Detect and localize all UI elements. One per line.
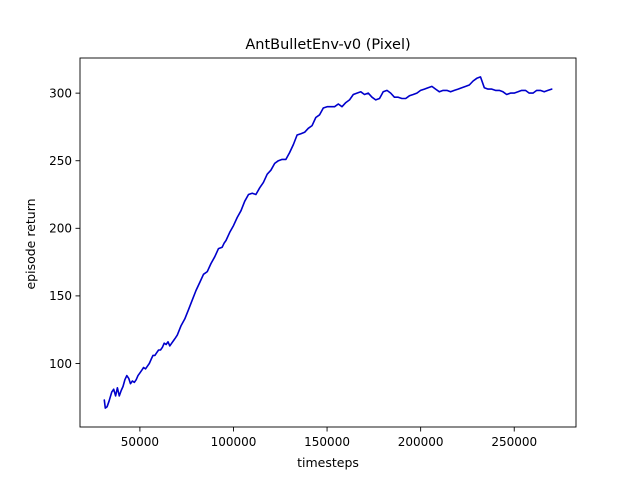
y-axis-label: episode return [23, 198, 38, 289]
axis-ticks: 50000 100000 150000 200000 250000 100 150 200 25… [49, 86, 537, 449]
y-tick-label: 300 [49, 86, 72, 100]
x-axis-label: timesteps [297, 455, 359, 470]
series-layer [103, 76, 553, 409]
y-tick-label: 100 [49, 357, 72, 371]
y-tick-label: 200 [49, 222, 72, 236]
series-line [103, 76, 553, 409]
y-tick-label: 150 [49, 289, 72, 303]
plot-frame [79, 57, 577, 428]
x-tick-label: 100000 [211, 435, 257, 449]
chart-title: AntBulletEnv-v0 (Pixel) [245, 37, 410, 53]
y-tick-label: 250 [49, 154, 72, 168]
x-tick-label: 50000 [121, 435, 159, 449]
x-tick-label: 250000 [491, 435, 537, 449]
x-tick-label: 150000 [304, 435, 350, 449]
x-tick-label: 200000 [398, 435, 444, 449]
